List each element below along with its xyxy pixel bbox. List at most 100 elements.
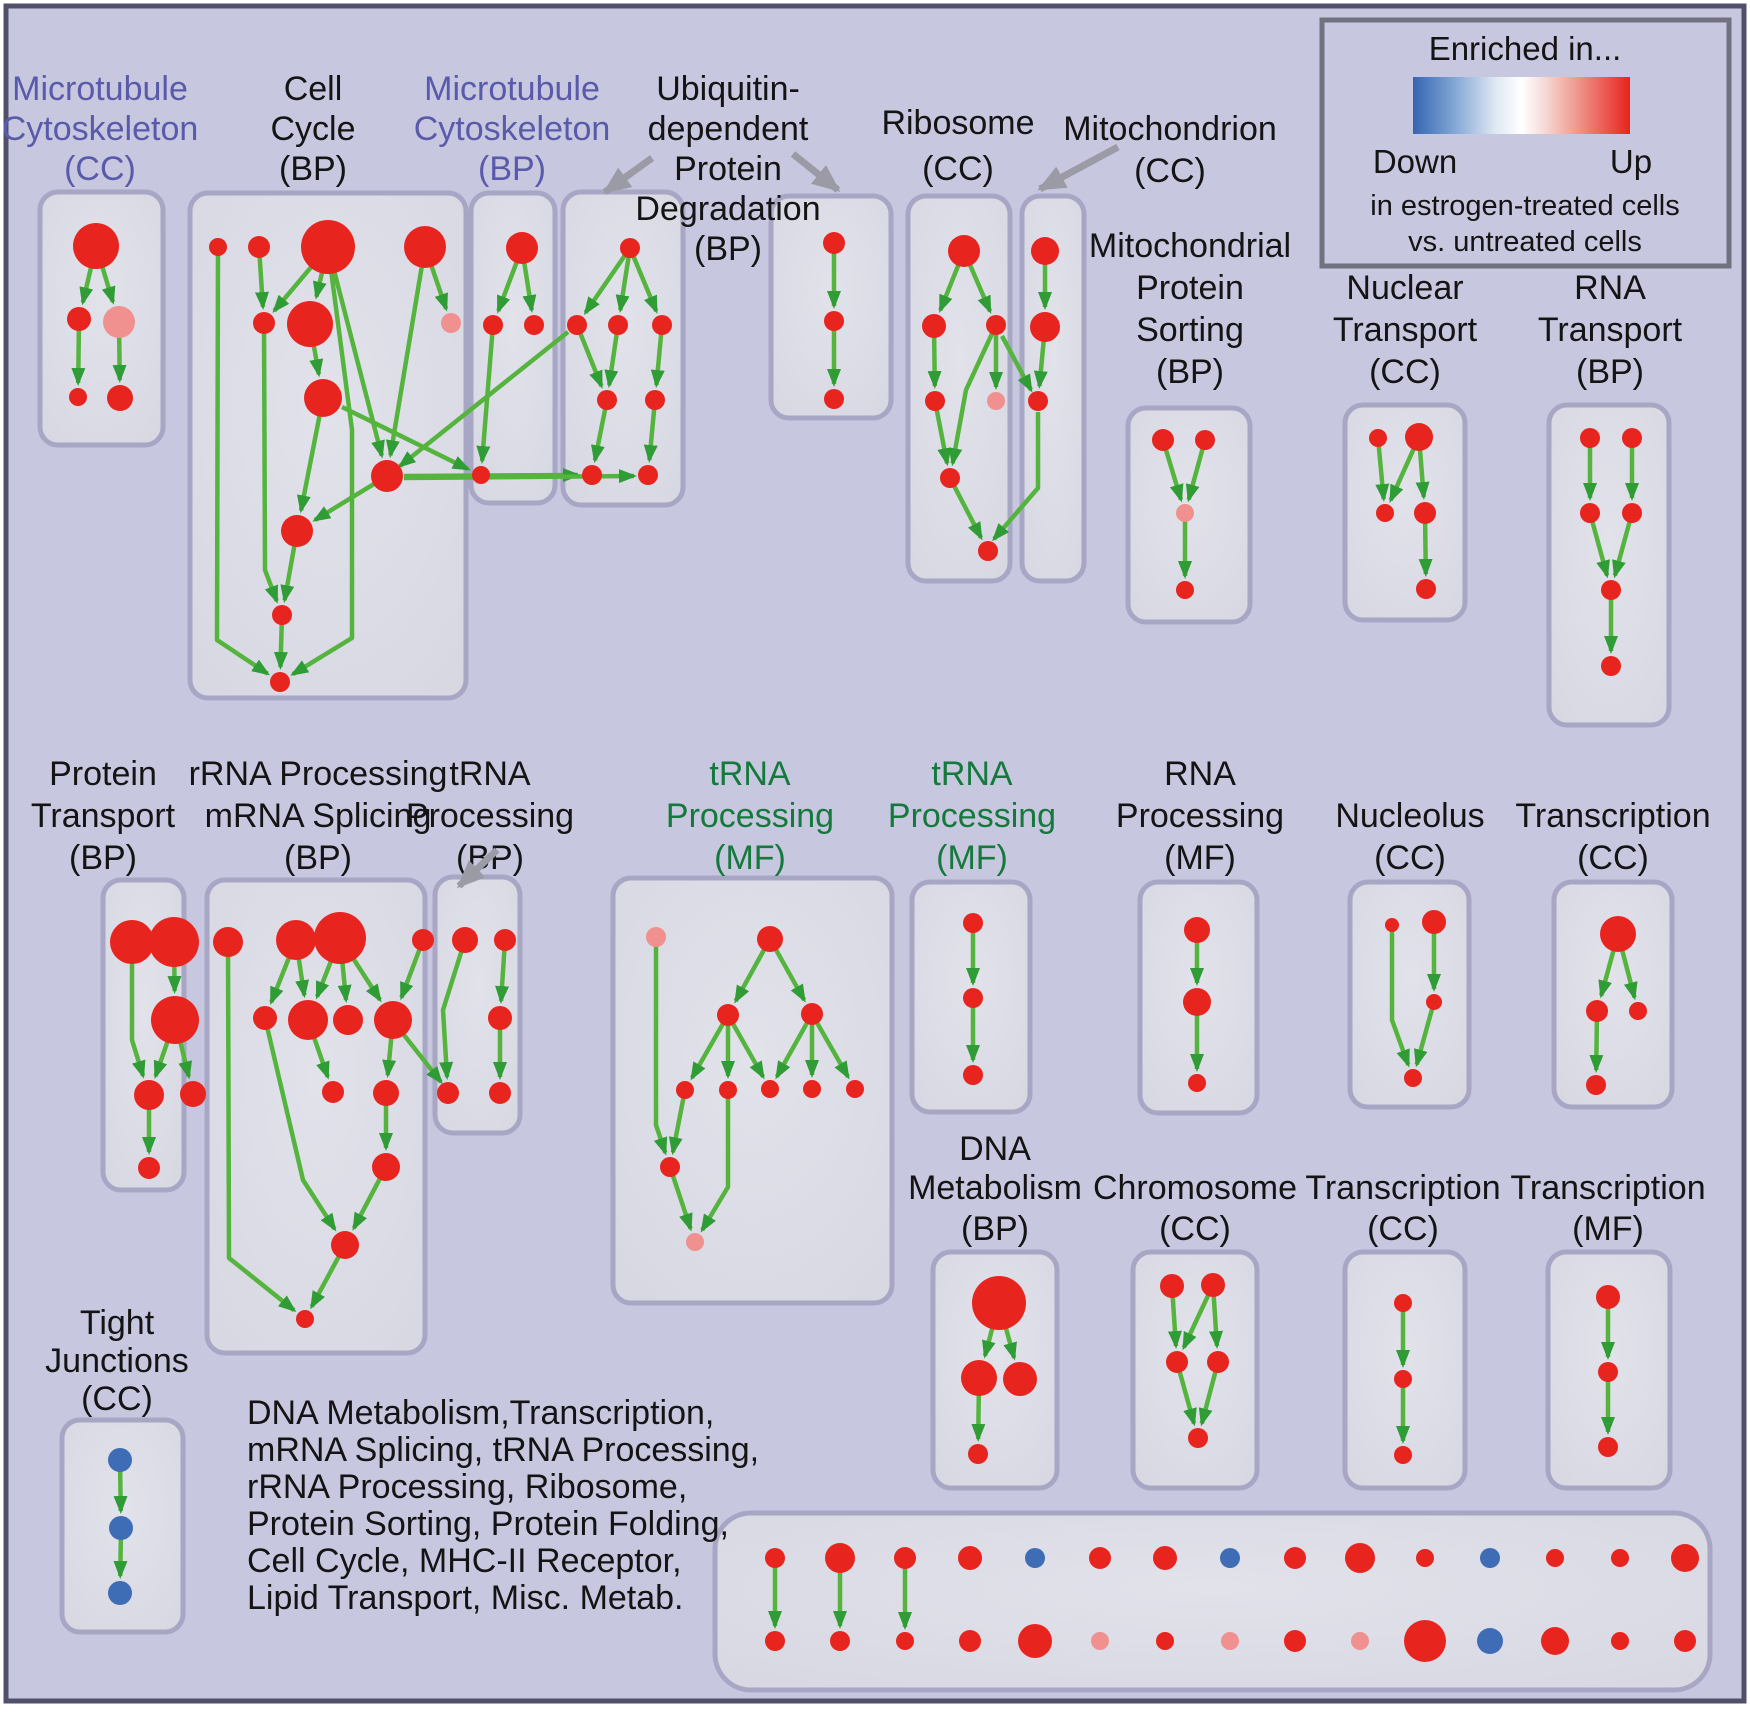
cluster-label-nuclear-transport-cc: Transport (1333, 311, 1478, 349)
go-term-node-trna-processing-mf-2-0 (963, 913, 983, 933)
edge-microtubule-cytoskeleton-cc (112, 334, 127, 384)
go-term-node-trna-processing-mf-1-4 (676, 1081, 694, 1099)
edge-ubiquitin-dependent-protein-degradation-bp (583, 253, 628, 316)
edge-ribosome-cc (967, 261, 993, 314)
edge-trna-processing-bp (495, 948, 510, 1005)
go-term-node-dna-metabolism-bp-2 (1003, 1362, 1037, 1396)
go-term-node-merged-misc-19 (1018, 1624, 1052, 1658)
edge-dna-metabolism-bp (1002, 1323, 1017, 1361)
cluster-label-mitochondrion-cc: Mitochondrion (1063, 110, 1277, 148)
edge-rrna-processing-mrna-splicing-bp (337, 958, 352, 1004)
edge-trna-processing-mf-1 (670, 1173, 693, 1232)
cross-cluster-edge-6 (402, 1033, 443, 1085)
go-term-node-cell-cycle-bp-2 (301, 220, 355, 274)
edge-transcription-cc-row2 (1598, 947, 1617, 999)
edge-ribosome-cc (927, 335, 942, 390)
go-term-node-tight-junctions-cc-1 (109, 1516, 133, 1540)
go-term-node-ubiquitin-dependent-protein-degradation-bp-8 (823, 232, 845, 254)
go-term-node-mitochondrial-protein-sorting-bp-2 (1176, 504, 1194, 522)
edge-trna-processing-mf-1 (774, 1020, 810, 1080)
go-term-node-ubiquitin-dependent-protein-degradation-bp-1 (567, 315, 587, 335)
cluster-label-dna-metabolism-bp: (BP) (961, 1210, 1029, 1248)
edge-microtubule-cytoskeleton-cc (71, 328, 86, 387)
cluster-label-rna-processing-mf: RNA (1164, 755, 1236, 793)
cross-cluster-edge-3 (397, 330, 570, 468)
cluster-label-cell-cycle-bp: (BP) (279, 150, 347, 188)
edge-cell-cycle-bp (254, 255, 269, 311)
edge-ubiquitin-dependent-protein-degradation-bp (650, 332, 665, 389)
go-term-node-nucleolus-cc-3 (1404, 1069, 1422, 1087)
cluster-label-transcription-mf: Transcription (1510, 1169, 1705, 1207)
edge-cell-cycle-bp (214, 254, 271, 676)
cluster-box-rna-transport-bp (1546, 402, 1672, 728)
edge-cell-cycle-bp (297, 412, 323, 514)
go-term-node-rrna-processing-mrna-splicing-bp-11 (331, 1231, 359, 1259)
edge-mitochondrial-protein-sorting-bp (1163, 447, 1184, 503)
go-term-node-trna-processing-mf-2-2 (963, 1065, 983, 1085)
go-term-node-merged-misc-12 (1546, 1549, 1564, 1567)
go-term-node-protein-transport-bp-1 (149, 917, 199, 967)
cluster-label-trna-processing-mf-2: tRNA (931, 755, 1013, 793)
go-term-node-transcription-mf-2 (1598, 1437, 1618, 1457)
go-term-node-rna-transport-bp-5 (1601, 656, 1621, 676)
edge-nuclear-transport-cc (1375, 444, 1390, 503)
cluster-label-microtubule-cytoskeleton-bp: Microtubule (424, 70, 600, 108)
go-term-node-microtubule-cytoskeleton-bp-1 (483, 315, 503, 335)
go-term-node-cell-cycle-bp-1 (248, 236, 270, 258)
go-term-node-trna-processing-mf-1-10 (686, 1233, 704, 1251)
cluster-label-protein-transport-bp: Protein (49, 755, 157, 793)
edge-ribosome-cc (938, 262, 962, 314)
edge-rrna-processing-mrna-splicing-bp (225, 953, 297, 1313)
cluster-label-trna-processing-bp: tRNA (449, 755, 531, 793)
go-term-node-merged-misc-24 (1351, 1632, 1369, 1650)
edge-rrna-processing-mrna-splicing-bp (269, 954, 293, 1005)
go-term-node-protein-transport-bp-4 (180, 1081, 206, 1107)
legend-subtitle-line2: vs. untreated cells (1408, 226, 1642, 258)
go-term-node-chromosome-cc-0 (1160, 1274, 1184, 1298)
edge-mitochondrial-protein-sorting-bp (1185, 447, 1206, 503)
edge-microtubule-cytoskeleton-cc (99, 262, 116, 305)
edge-ubiquitin-dependent-protein-degradation-bp (591, 407, 608, 464)
cluster-box-microtubule-cytoskeleton-cc (37, 189, 166, 448)
go-term-node-nucleolus-cc-0 (1385, 918, 1399, 932)
go-term-node-merged-misc-6 (1153, 1546, 1177, 1570)
edge-dna-metabolism-bp (982, 1323, 996, 1359)
go-term-node-cell-cycle-bp-6 (441, 313, 461, 333)
edge-nuclear-transport-cc (1418, 521, 1433, 578)
go-term-node-cell-cycle-bp-10 (272, 605, 292, 625)
legend: Enriched in... Down Up in estrogen-treat… (1319, 17, 1732, 269)
cluster-label-dna-metabolism-bp: Metabolism (908, 1169, 1082, 1207)
edge-nuclear-transport-cc (1388, 446, 1417, 503)
edge-chromosome-cc (1167, 1295, 1182, 1350)
legend-up-label: Up (1610, 143, 1652, 180)
cluster-box-transcription-cc-row3 (1342, 1249, 1468, 1491)
go-term-node-rna-transport-bp-4 (1601, 580, 1621, 600)
go-term-node-rna-transport-bp-0 (1580, 428, 1600, 448)
cluster-label-rrna-processing-mrna-splicing-bp: mRNA Splicing (205, 797, 432, 835)
go-term-node-mitochondrial-protein-sorting-bp-3 (1176, 581, 1194, 599)
legend-box (1319, 17, 1732, 269)
edge-protein-transport-bp (129, 959, 146, 1079)
go-term-node-merged-misc-29 (1674, 1630, 1696, 1652)
cluster-label-microtubule-cytoskeleton-cc: (CC) (64, 150, 136, 188)
go-term-node-merged-misc-21 (1156, 1632, 1174, 1650)
go-term-node-rrna-processing-mrna-splicing-bp-0 (213, 927, 243, 957)
go-term-node-trna-processing-mf-1-1 (757, 926, 783, 952)
go-term-node-ubiquitin-dependent-protein-degradation-bp-6 (582, 465, 602, 485)
cluster-label-rrna-processing-mrna-splicing-bp: (BP) (284, 839, 352, 877)
go-term-node-rna-transport-bp-3 (1622, 503, 1642, 523)
go-term-node-rrna-processing-mrna-splicing-bp-3 (412, 929, 434, 951)
cluster-label-mitochondrial-protein-sorting-bp: Protein (1136, 269, 1244, 307)
cluster-label-microtubule-cytoskeleton-bp: (BP) (478, 150, 546, 188)
edge-nuclear-transport-cc (1415, 447, 1430, 501)
cluster-label-protein-transport-bp: (BP) (69, 839, 137, 877)
edge-microtubule-cytoskeleton-bp (496, 259, 520, 314)
edge-mitochondrion-cc (1033, 338, 1048, 390)
go-term-node-merged-misc-25 (1404, 1620, 1446, 1662)
go-term-node-merged-misc-27 (1541, 1627, 1569, 1655)
go-term-node-merged-misc-8 (1284, 1547, 1306, 1569)
go-term-node-rna-processing-mf-0 (1184, 917, 1210, 943)
go-term-node-chromosome-cc-4 (1188, 1428, 1208, 1448)
